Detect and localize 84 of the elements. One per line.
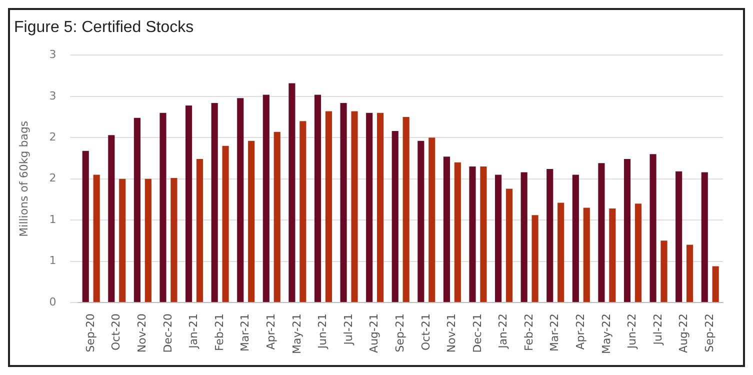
bar: [237, 98, 244, 302]
x-tick-label: Apr-21: [264, 313, 278, 350]
x-tick-label: May-22: [600, 313, 613, 354]
x-tick-label: Jun-22: [626, 313, 639, 350]
y-tick-label: 3: [49, 48, 56, 62]
bar: [262, 94, 270, 302]
x-tick-label: Nov-20: [136, 313, 149, 353]
x-tick-label: Sep-21: [393, 313, 406, 352]
x-tick-label: Nov-21: [445, 313, 458, 353]
y-tick-label: 1: [49, 254, 56, 268]
bar: [583, 208, 590, 302]
x-tick-label: Mar-21: [238, 313, 252, 352]
bar: [624, 159, 631, 302]
bar: [274, 132, 280, 302]
bar: [454, 162, 461, 302]
bar: [288, 83, 296, 302]
y-tick-label: 2: [49, 172, 56, 185]
bar: [480, 166, 487, 302]
y-tick-label: 3: [49, 89, 56, 102]
bar: [402, 117, 410, 302]
x-tick-label: Jan-22: [496, 313, 510, 350]
bar: [134, 118, 140, 302]
bar: [609, 208, 616, 302]
x-tick-label: Dec-21: [470, 313, 484, 353]
x-tick-label: Oct-20: [110, 313, 123, 350]
bar: [119, 178, 126, 302]
bar: [660, 240, 668, 302]
bar: [160, 112, 166, 302]
bar: [418, 140, 424, 302]
x-tick-label: Sep-20: [84, 313, 97, 352]
x-tick-label: Feb-22: [522, 313, 536, 351]
chart-title: Figure 5: Certified Stocks: [14, 19, 194, 36]
x-tick-label: Jan-21: [187, 313, 200, 350]
bar: [351, 111, 358, 302]
bar: [572, 174, 579, 302]
bar: [144, 178, 152, 302]
bar: [634, 204, 642, 302]
bar: [392, 131, 398, 302]
bar: [196, 159, 204, 302]
x-tick-label: Oct-21: [419, 313, 432, 350]
bar: [108, 135, 115, 302]
y-tick-label: 2: [49, 130, 56, 144]
bar: [82, 150, 89, 302]
x-tick-label: Jun-21: [316, 313, 330, 350]
x-tick-label: May-21: [290, 313, 304, 354]
bar: [650, 154, 656, 302]
bar: [443, 156, 450, 302]
bar: [211, 103, 218, 302]
bar: [532, 215, 538, 302]
bar: [93, 174, 100, 302]
x-tick-label: Aug-21: [368, 313, 381, 353]
bar: [222, 146, 229, 302]
bar: [506, 188, 513, 302]
y-tick-label: 0: [49, 295, 56, 308]
bar: [377, 112, 384, 302]
x-tick-label: Jul-22: [651, 313, 664, 346]
bar: [314, 94, 322, 302]
x-tick-label: Feb-21: [212, 313, 226, 351]
bar: [558, 202, 564, 302]
x-tick-label: Sep-22: [702, 313, 716, 352]
x-tick-label: Apr-22: [574, 313, 588, 350]
bar: [428, 138, 436, 302]
bar: [495, 174, 502, 302]
bar: [185, 105, 192, 302]
bar: [469, 166, 476, 302]
bar: [248, 140, 255, 302]
y-axis-title: Millions of 60kg bags: [17, 120, 30, 237]
bar: [701, 172, 708, 302]
bar: [712, 266, 719, 302]
bar: [546, 168, 554, 302]
x-tick-label: Mar-22: [548, 313, 562, 352]
bar: [340, 103, 347, 302]
bar: [170, 178, 178, 302]
x-tick-label: Jul-21: [342, 313, 355, 346]
bar: [520, 172, 528, 302]
bar: [676, 171, 682, 302]
x-tick-label: Dec-20: [161, 313, 174, 353]
bar: [366, 112, 373, 302]
bar: [598, 163, 605, 302]
bar: [686, 244, 694, 302]
bar: [300, 121, 306, 302]
bar: [325, 111, 332, 302]
y-tick-label: 1: [49, 212, 56, 226]
x-tick-label: Aug-22: [677, 313, 690, 353]
